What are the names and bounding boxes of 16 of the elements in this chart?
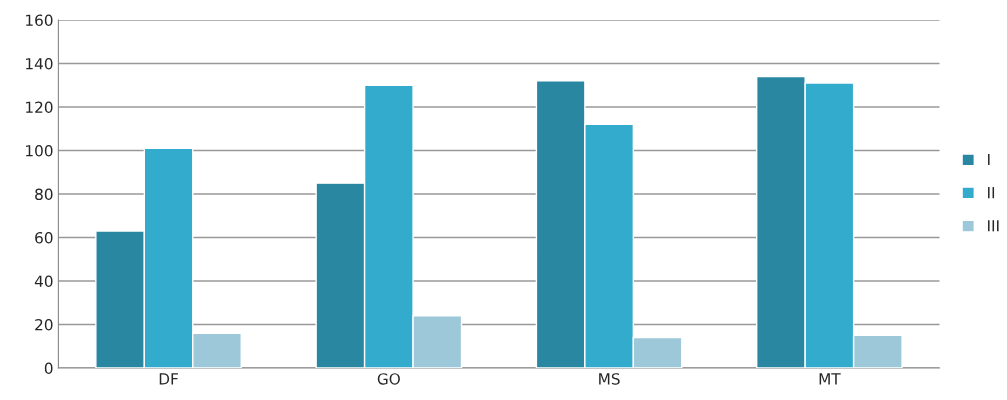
y-tick-label: 60 (35, 231, 53, 244)
y-tick-label: 160 (26, 14, 53, 27)
legend-label: II (988, 187, 995, 199)
legend-label: III (988, 220, 999, 232)
x-tick-label: MS (599, 373, 620, 385)
y-tick-label: 20 (35, 318, 53, 331)
y-tick-label: 0 (44, 362, 53, 375)
x-tick-label: MT (819, 373, 841, 385)
x-tick-label: DF (159, 373, 178, 385)
y-tick-label: 120 (26, 101, 53, 114)
y-tick-label: 40 (34, 275, 53, 288)
legend-label: I (988, 153, 990, 166)
y-tick-label: 80 (35, 188, 53, 201)
y-tick-label: 140 (26, 57, 53, 70)
x-tick-label: GO (377, 373, 400, 385)
y-tick-label: 100 (26, 144, 53, 157)
